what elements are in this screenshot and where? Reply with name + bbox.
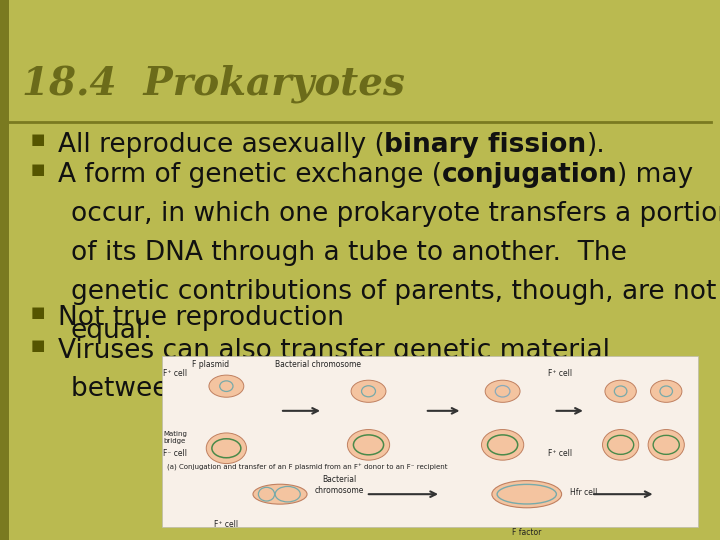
Text: ).: ).: [587, 132, 606, 158]
Text: F factor: F factor: [512, 528, 541, 537]
Text: F⁺ cell: F⁺ cell: [215, 519, 238, 529]
Bar: [0, 0, 9, 540]
Text: Hfr cell: Hfr cell: [570, 488, 597, 497]
Ellipse shape: [351, 380, 386, 402]
Text: F plasmid: F plasmid: [192, 360, 229, 369]
Text: ■: ■: [30, 305, 45, 320]
Text: (a) Conjugation and transfer of an F plasmid from an F⁺ donor to an F⁻ recipient: (a) Conjugation and transfer of an F pla…: [167, 463, 448, 471]
Ellipse shape: [651, 380, 682, 402]
Text: F⁺ cell: F⁺ cell: [548, 449, 572, 458]
Text: Viruses can also transfer genetic material: Viruses can also transfer genetic materi…: [58, 338, 610, 363]
Text: occur, in which one prokaryote transfers a portion: occur, in which one prokaryote transfers…: [71, 201, 720, 227]
Ellipse shape: [648, 429, 684, 460]
Ellipse shape: [209, 375, 244, 397]
Text: ■: ■: [30, 162, 45, 177]
Text: 18.4  Prokaryotes: 18.4 Prokaryotes: [22, 65, 405, 103]
Ellipse shape: [605, 380, 636, 402]
Ellipse shape: [347, 429, 390, 460]
Text: between prokaryotes.: between prokaryotes.: [71, 376, 359, 402]
Text: Mating
bridge: Mating bridge: [163, 431, 187, 444]
Text: equal.: equal.: [71, 318, 153, 343]
Ellipse shape: [603, 429, 639, 460]
Text: Bacterial
chromosome: Bacterial chromosome: [315, 475, 364, 495]
Text: of its DNA through a tube to another.  The: of its DNA through a tube to another. Th…: [71, 240, 626, 266]
Text: conjugation: conjugation: [441, 162, 617, 188]
Text: ) may: ) may: [617, 162, 693, 188]
Ellipse shape: [482, 429, 523, 460]
Ellipse shape: [485, 380, 520, 402]
Ellipse shape: [492, 481, 562, 508]
Ellipse shape: [253, 484, 307, 504]
Bar: [162, 356, 698, 526]
Text: ■: ■: [30, 132, 45, 147]
Text: F⁺ cell: F⁺ cell: [548, 369, 572, 378]
Text: All reproduce asexually (: All reproduce asexually (: [58, 132, 384, 158]
Text: Bacterial chromosome: Bacterial chromosome: [274, 360, 361, 369]
Text: Not true reproduction: Not true reproduction: [58, 305, 343, 331]
Text: genetic contributions of parents, though, are not: genetic contributions of parents, though…: [71, 279, 716, 305]
Ellipse shape: [206, 433, 246, 463]
Text: ■: ■: [30, 338, 45, 353]
Text: F⁻ cell: F⁻ cell: [163, 449, 187, 458]
Text: A form of genetic exchange (: A form of genetic exchange (: [58, 162, 441, 188]
Text: binary fission: binary fission: [384, 132, 587, 158]
Text: F⁺ cell: F⁺ cell: [163, 369, 187, 378]
